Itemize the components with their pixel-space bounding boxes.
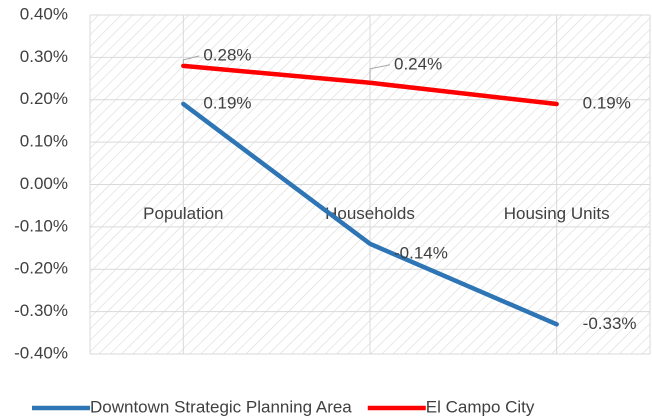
x-tick-label: Households: [325, 204, 415, 223]
series-line: [181, 101, 559, 327]
x-tick-label: Population: [143, 204, 223, 223]
data-label: 0.19%: [203, 93, 251, 112]
y-tick-label: 0.00%: [20, 174, 68, 193]
leader-line: [182, 55, 200, 64]
legend-label: El Campo City: [426, 397, 535, 416]
x-tick-label: Housing Units: [504, 204, 610, 223]
y-tick-label: 0.20%: [20, 89, 68, 108]
data-label: -0.14%: [394, 243, 448, 262]
y-tick-label: -0.30%: [14, 301, 68, 320]
y-tick-label: -0.40%: [14, 343, 68, 362]
data-label: 0.28%: [203, 45, 251, 64]
legend-label: Downtown Strategic Planning Area: [90, 397, 352, 416]
y-tick-label: -0.10%: [14, 216, 68, 235]
y-tick-label: 0.40%: [20, 4, 68, 23]
y-tick-label: -0.20%: [14, 259, 68, 278]
leader-line: [369, 64, 391, 81]
y-tick-label: 0.10%: [20, 132, 68, 151]
y-tick-label: 0.30%: [20, 47, 68, 66]
data-label: 0.19%: [583, 93, 631, 112]
data-label: -0.33%: [583, 314, 637, 333]
series-line: [181, 63, 559, 107]
data-label: 0.24%: [394, 54, 442, 73]
